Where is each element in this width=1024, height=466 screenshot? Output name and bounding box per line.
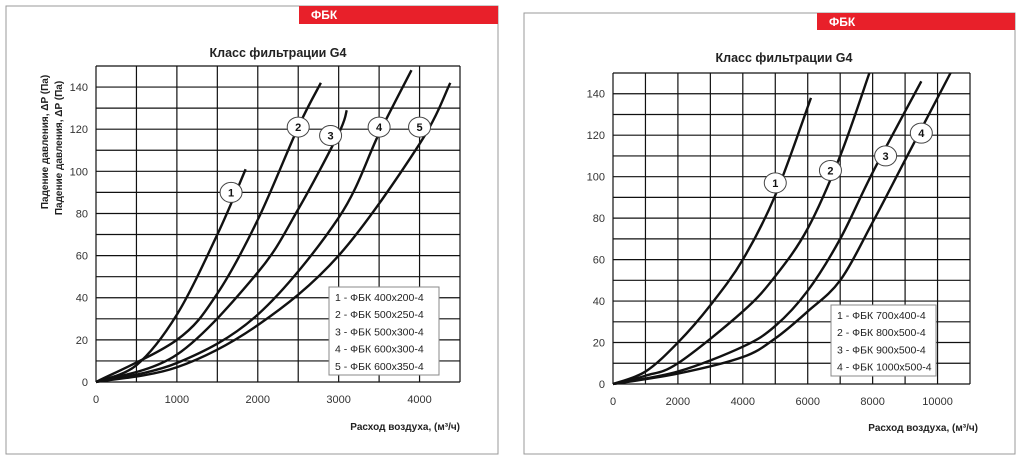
legend-entry-1: 1 - ФБК 400x200-4 (335, 292, 424, 304)
y-tick-label: 120 (587, 130, 605, 142)
x-axis-label: Расход воздуха, (м³/ч) (350, 422, 460, 433)
y-tick-label: 140 (587, 89, 605, 101)
x-tick-label: 1000 (165, 394, 189, 406)
series-label-3: 3 (883, 151, 889, 163)
legend-entry-4: 4 - ФБК 600x300-4 (335, 344, 424, 356)
x-tick-label: 0 (610, 396, 616, 408)
series-marker-1 (219, 181, 243, 203)
chart-title: Класс фильтрации G4 (716, 51, 853, 65)
series-marker-5 (408, 116, 432, 138)
series-label-4: 4 (376, 122, 383, 134)
y-tick-label: 40 (76, 293, 88, 305)
y-tick-label: 120 (70, 124, 88, 136)
series-marker-2 (286, 116, 310, 138)
series-marker-4 (909, 122, 933, 144)
series-line-5 (95, 82, 452, 384)
y-tick-label: 80 (76, 208, 88, 220)
series-marker-3 (319, 125, 343, 147)
y-tick-label: 20 (76, 335, 88, 347)
brand-label: ФБК (311, 8, 338, 22)
brand-band (817, 13, 1015, 30)
series-label-1: 1 (228, 187, 234, 199)
brand-label: ФБК (829, 15, 856, 29)
y-tick-label: 140 (70, 82, 88, 94)
x-tick-label: 2000 (246, 394, 270, 406)
series-marker-3 (874, 145, 898, 167)
series-line-1 (95, 168, 247, 384)
series-label-2: 2 (827, 165, 833, 177)
series-marker-2 (818, 159, 842, 181)
y-tick-label: 60 (76, 251, 88, 263)
series-marker-1 (763, 172, 787, 194)
series-label-2: 2 (295, 122, 301, 134)
legend-entry-2: 2 - ФБК 800x500-4 (837, 327, 926, 339)
x-tick-label: 6000 (795, 396, 819, 408)
panel-frame (523, 12, 1016, 455)
x-tick-label: 2000 (666, 396, 690, 408)
legend-entry-4: 4 - ФБК 1000x500-4 (837, 362, 932, 374)
x-tick-label: 0 (93, 394, 99, 406)
y-tick-label: 20 (593, 338, 605, 350)
series-line-2 (612, 72, 871, 386)
legend-entry-2: 2 - ФБК 500x250-4 (335, 309, 424, 321)
x-tick-label: 4000 (407, 394, 431, 406)
chart-panel-1: ФБК Класс фильтрации G4 0 1000 2000 3000 4000 0… (5, 5, 499, 455)
y-axis-label: Падение давления, ΔP (Па) (40, 75, 51, 209)
series-label-4: 4 (918, 128, 925, 140)
x-tick-label: 4000 (731, 396, 755, 408)
series-label-5: 5 (416, 122, 422, 134)
legend-box (830, 304, 937, 377)
y-tick-label: 0 (82, 377, 88, 389)
series-line-3 (612, 80, 923, 386)
x-axis-label: Расход воздуха, (м³/ч) (868, 423, 978, 434)
series-label-3: 3 (328, 131, 334, 143)
chart-title: Класс фильтрации G4 (210, 46, 347, 60)
y-tick-label: 100 (587, 172, 605, 184)
y-tick-label: 40 (593, 296, 605, 308)
legend-entry-3: 3 - ФБК 900x500-4 (837, 344, 926, 356)
legend-entry-1: 1 - ФБК 700x400-4 (837, 310, 926, 322)
x-tick-label: 3000 (326, 394, 350, 406)
legend-entry-3: 3 - ФБК 500x300-4 (335, 326, 424, 338)
series-line-4 (612, 72, 952, 386)
y-tick-label: 60 (593, 255, 605, 267)
legend-entry-5: 5 - ФБК 600x350-4 (335, 361, 424, 373)
series-marker-4 (367, 116, 391, 138)
x-tick-label: 10000 (922, 396, 953, 408)
legend-box (328, 286, 440, 376)
y-tick-label: 100 (70, 166, 88, 178)
brand-band (299, 6, 498, 24)
y-tick-label: 0 (599, 379, 605, 391)
series-label-1: 1 (772, 178, 778, 190)
y-axis-label: Падение давления, ΔP (Па) (54, 81, 65, 215)
x-tick-label: 8000 (860, 396, 884, 408)
y-tick-label: 80 (593, 213, 605, 225)
